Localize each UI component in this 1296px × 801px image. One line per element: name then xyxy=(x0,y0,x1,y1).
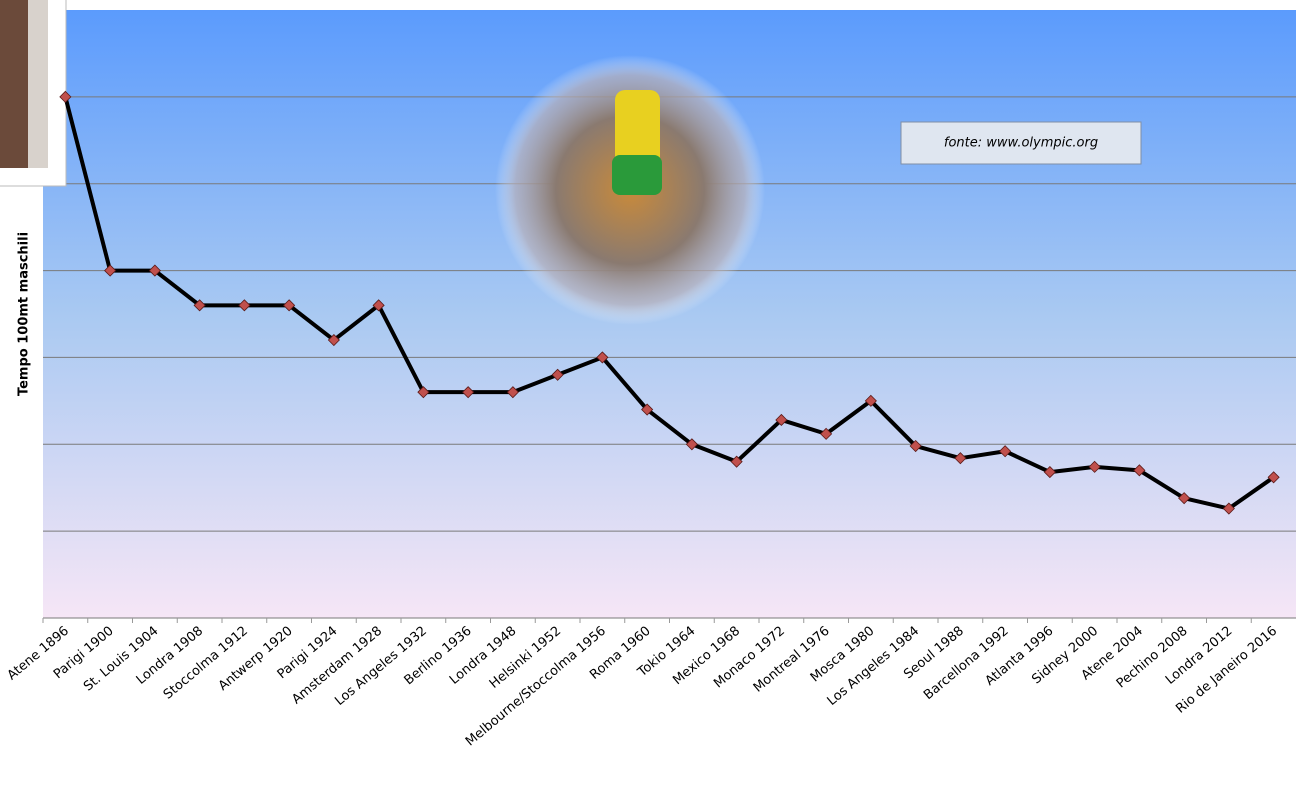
y-axis-label: Tempo 100mt maschili xyxy=(17,232,32,396)
marker xyxy=(1133,464,1146,477)
marker xyxy=(551,368,564,381)
marker xyxy=(327,333,340,347)
marker xyxy=(193,299,206,312)
marker xyxy=(820,427,833,440)
marker xyxy=(462,386,475,399)
marker xyxy=(596,351,609,364)
x-tick-label: Montreal 1976 xyxy=(751,624,833,696)
marker xyxy=(1043,466,1056,479)
marker xyxy=(641,403,654,416)
annotation: fonte: www.olympic.org xyxy=(944,136,1098,151)
marker xyxy=(909,439,922,453)
marker xyxy=(1222,502,1235,515)
marker xyxy=(283,299,296,312)
marker xyxy=(1267,471,1280,484)
marker xyxy=(104,264,117,277)
marker xyxy=(730,455,743,468)
marker xyxy=(999,445,1012,458)
annotation-box xyxy=(900,121,1142,165)
marker xyxy=(954,452,967,465)
marker xyxy=(864,394,877,407)
marker xyxy=(775,413,788,427)
marker xyxy=(417,386,430,399)
marker xyxy=(148,264,161,277)
runner-photo xyxy=(495,55,765,325)
marker xyxy=(1178,492,1191,505)
marker xyxy=(506,386,519,399)
marker xyxy=(372,299,385,312)
marker xyxy=(685,438,698,451)
x-tick-label: Stoccolma 1912 xyxy=(161,624,251,703)
line xyxy=(63,96,1275,511)
marker xyxy=(59,90,72,103)
photo-top-left xyxy=(0,0,67,187)
marker xyxy=(238,299,251,312)
marker xyxy=(1088,460,1101,473)
